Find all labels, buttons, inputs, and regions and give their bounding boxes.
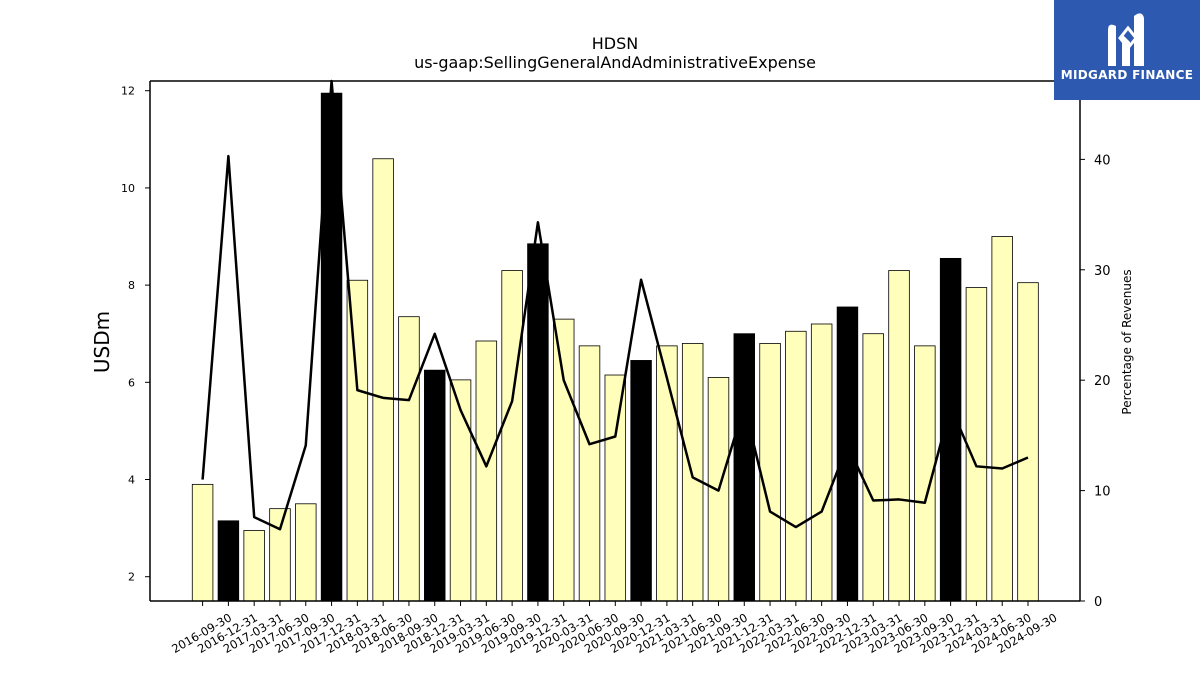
bar-2019-09-30 <box>501 270 523 602</box>
y-tick-label: 10 <box>121 182 135 195</box>
y-tick-label: 6 <box>128 376 135 389</box>
bar-2018-12-31 <box>424 369 446 602</box>
bar-series <box>191 92 1039 602</box>
bar-2016-12-31 <box>217 520 240 602</box>
midgard-logo-icon <box>1108 13 1144 67</box>
bar-2022-12-31 <box>836 306 859 602</box>
chart-title: HDSN <box>592 34 638 53</box>
y2-tick-label: 40 <box>1094 153 1111 168</box>
y-tick-label: 2 <box>128 571 135 584</box>
y2-tick-label: 10 <box>1094 485 1111 500</box>
bar-2022-06-30 <box>785 330 807 602</box>
bar-2019-03-31 <box>449 379 472 602</box>
chart-subtitle: us-gaap:SellingGeneralAndAdministrativeE… <box>414 53 816 72</box>
y-tick-label: 4 <box>128 474 135 487</box>
bar-2020-03-31 <box>552 318 575 602</box>
bar-2018-09-30 <box>398 316 420 602</box>
bar-2020-09-30 <box>604 374 627 602</box>
y2-tick-label: 30 <box>1094 264 1111 279</box>
bar-2018-03-31 <box>346 279 369 602</box>
midgard-finance-logo: MIDGARD FINANCE <box>1054 0 1200 100</box>
bar-2024-06-30 <box>991 236 1013 602</box>
y-tick-label: 12 <box>121 85 135 98</box>
bar-2020-12-31 <box>630 360 652 602</box>
y2-axis-label: Percentage of Revenues <box>1120 269 1134 414</box>
y-tick-label: 8 <box>128 279 135 292</box>
bar-2022-03-31 <box>759 343 781 602</box>
bar-2021-12-31 <box>733 333 755 602</box>
bar-2017-06-30 <box>269 508 291 602</box>
logo-text: MIDGARD FINANCE <box>1060 68 1194 82</box>
bar-2017-03-31 <box>243 530 265 602</box>
bar-2019-12-31 <box>527 243 549 602</box>
line-series <box>201 79 1029 531</box>
bar-2022-09-30 <box>810 323 833 602</box>
bar-2023-03-31 <box>862 333 884 602</box>
bar-2019-06-30 <box>475 340 498 602</box>
bar-2017-09-30 <box>295 503 317 602</box>
bar-2023-06-30 <box>888 270 910 602</box>
bar-2024-09-30 <box>1017 282 1039 602</box>
percentage-of-revenues-line <box>201 79 1029 531</box>
bar-2020-06-30 <box>578 345 601 602</box>
bar-2018-06-30 <box>372 158 394 602</box>
bar-2021-03-31 <box>656 345 678 602</box>
bar-2016-09-30 <box>191 483 214 602</box>
y2-tick-label: 0 <box>1094 595 1102 610</box>
y-axis-label: USDm <box>90 311 114 373</box>
bar-2024-03-31 <box>965 287 988 602</box>
bar-2021-06-30 <box>681 343 704 602</box>
y2-tick-label: 20 <box>1094 374 1111 389</box>
